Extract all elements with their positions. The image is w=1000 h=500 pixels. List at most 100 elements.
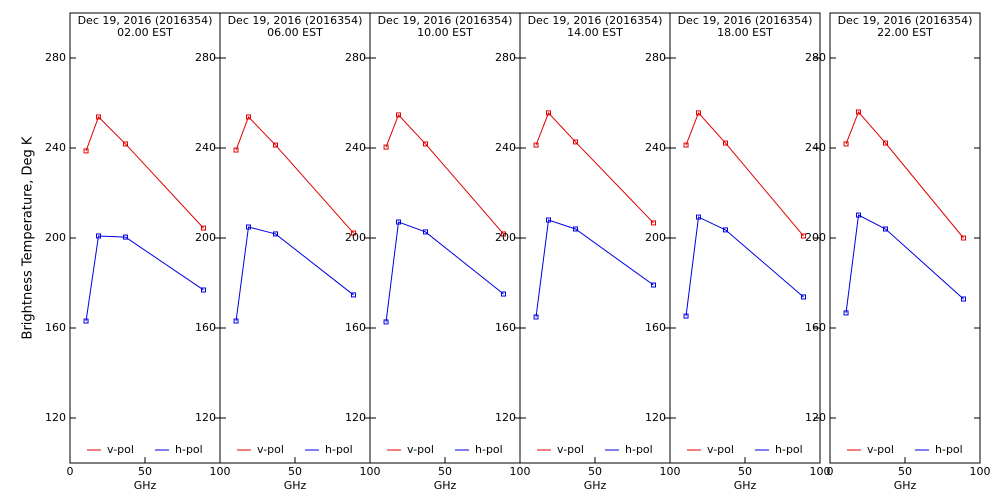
y-tick-label: 120 (645, 411, 666, 424)
series-line (235, 116, 354, 234)
panel-title: Dec 19, 2016 (2016354) (678, 14, 813, 27)
legend-label: h-pol (625, 443, 653, 456)
data-point (383, 144, 389, 150)
legend-label: v-pol (107, 443, 134, 456)
y-tick-label: 200 (805, 231, 826, 244)
data-point (83, 148, 89, 154)
series-line (845, 111, 964, 239)
x-tick-label: 50 (738, 465, 752, 478)
data-point (501, 231, 506, 237)
data-point (423, 141, 428, 147)
panel-subtitle: 18.00 EST (717, 26, 773, 39)
x-tick-label: 100 (360, 465, 381, 478)
plot-frame (219, 12, 371, 464)
series-line (385, 221, 504, 322)
y-tick-label: 240 (345, 141, 366, 154)
x-tick-label: 50 (138, 465, 152, 478)
x-tick-label: 100 (210, 465, 231, 478)
panel-subtitle: 02.00 EST (117, 26, 173, 39)
legend-label: h-pol (935, 443, 963, 456)
y-tick-label: 120 (805, 411, 826, 424)
panel-title: Dec 19, 2016 (2016354) (228, 14, 363, 27)
series-line (535, 219, 654, 318)
x-tick-label: 100 (660, 465, 681, 478)
data-point (396, 112, 401, 118)
data-point (573, 226, 578, 232)
data-point (723, 140, 728, 146)
legend-label: h-pol (325, 443, 353, 456)
data-point (961, 296, 966, 302)
data-point (696, 214, 701, 220)
legend-label: h-pol (475, 443, 503, 456)
y-tick-label: 200 (195, 231, 216, 244)
data-point (246, 224, 251, 230)
data-point (546, 110, 551, 116)
x-tick-label: 100 (970, 465, 991, 478)
y-tick-label: 280 (805, 51, 826, 64)
y-tick-label: 280 (195, 51, 216, 64)
data-point (546, 217, 551, 223)
x-axis-label: GHz (134, 479, 157, 492)
panel: Dec 19, 2016 (2016354)18.00 EST v-pol h-po… (669, 12, 821, 464)
data-point (246, 114, 251, 120)
y-tick-label: 160 (195, 321, 216, 334)
data-point (351, 292, 356, 298)
panel: Dec 19, 2016 (2016354)10.00 EST v-pol h-po… (369, 12, 521, 464)
data-point (801, 294, 806, 300)
y-tick-label: 240 (645, 141, 666, 154)
y-tick-label: 160 (805, 321, 826, 334)
x-axis-label: GHz (284, 479, 307, 492)
y-tick-label: 120 (345, 411, 366, 424)
series-line (685, 216, 804, 317)
y-axis-label: Brightness Temperature, Deg K (21, 136, 36, 339)
x-axis-label: GHz (584, 479, 607, 492)
data-point (683, 142, 689, 148)
data-point (273, 142, 278, 148)
series-line (85, 116, 204, 229)
legend-label: v-pol (707, 443, 734, 456)
legend-label: v-pol (407, 443, 434, 456)
y-tick-label: 200 (495, 231, 516, 244)
panel: Dec 19, 2016 (2016354)22.00 EST v-pol h-po… (829, 12, 981, 464)
x-tick-label: 100 (510, 465, 531, 478)
data-point (573, 139, 578, 145)
panel: Dec 19, 2016 (2016354)02.00 EST v-pol h-po… (69, 12, 221, 464)
y-tick-label: 200 (45, 231, 66, 244)
x-tick-label: 50 (898, 465, 912, 478)
legend-label: v-pol (557, 443, 584, 456)
y-tick-label: 160 (45, 321, 66, 334)
data-point (533, 142, 539, 148)
data-point (843, 310, 849, 316)
data-point (843, 141, 849, 147)
data-point (201, 225, 206, 231)
data-point (351, 230, 356, 236)
x-axis-label: GHz (734, 479, 757, 492)
y-tick-label: 280 (45, 51, 66, 64)
plot-frame (519, 12, 671, 464)
y-tick-label: 240 (45, 141, 66, 154)
data-point (883, 226, 888, 232)
data-point (961, 235, 966, 241)
panel-title: Dec 19, 2016 (2016354) (378, 14, 513, 27)
x-tick-label: 50 (288, 465, 302, 478)
panel-subtitle: 22.00 EST (877, 26, 933, 39)
series-line (845, 214, 964, 313)
data-point (723, 227, 728, 233)
data-point (651, 220, 656, 226)
legend-label: v-pol (257, 443, 284, 456)
panel-title: Dec 19, 2016 (2016354) (528, 14, 663, 27)
x-tick-label: 0 (67, 465, 74, 478)
x-tick-label: 0 (827, 465, 834, 478)
y-tick-label: 240 (495, 141, 516, 154)
data-point (533, 314, 539, 320)
y-tick-label: 160 (495, 321, 516, 334)
x-axis-label: GHz (894, 479, 917, 492)
plot-frame (369, 12, 521, 464)
panel-title: Dec 19, 2016 (2016354) (78, 14, 213, 27)
panel-subtitle: 14.00 EST (567, 26, 623, 39)
y-tick-label: 280 (345, 51, 366, 64)
series-line (385, 113, 504, 235)
data-point (123, 141, 128, 147)
